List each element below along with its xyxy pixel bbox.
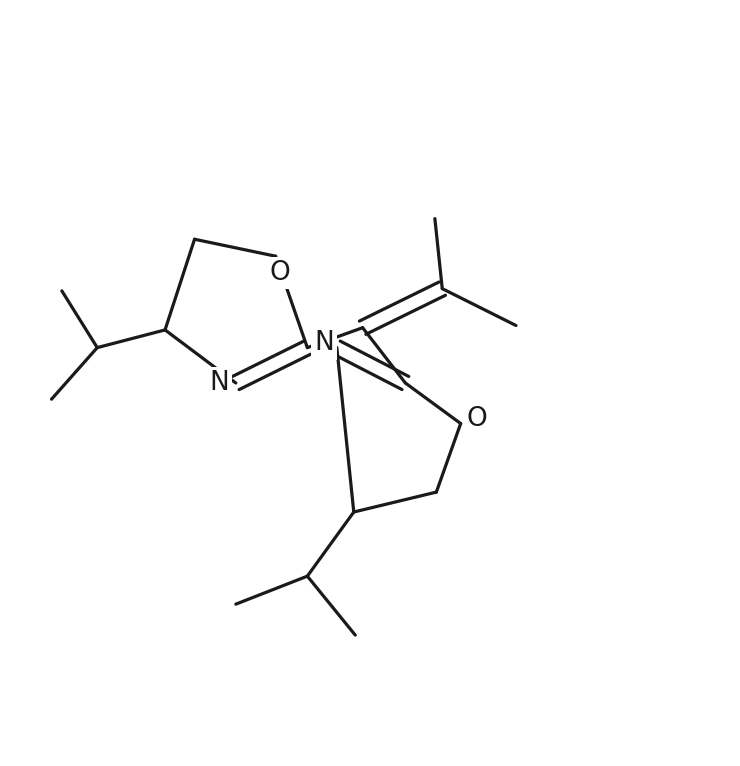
Text: O: O: [269, 260, 290, 286]
Text: N: N: [209, 370, 229, 396]
Text: N: N: [314, 330, 334, 356]
Text: O: O: [467, 407, 488, 433]
